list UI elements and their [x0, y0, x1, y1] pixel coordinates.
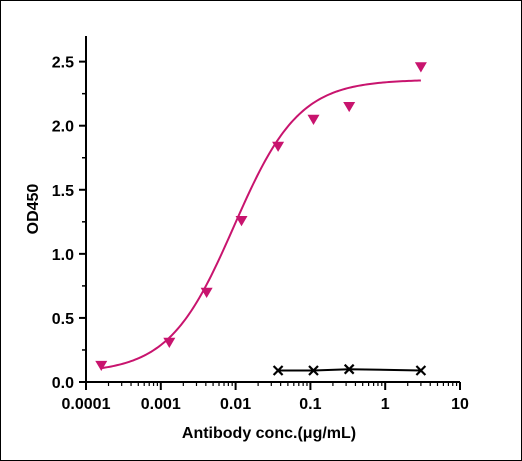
x-tick-label: 1 [381, 396, 390, 413]
data-point-x [415, 365, 427, 376]
y-tick-label: 0.5 [52, 311, 74, 328]
data-point-x [272, 365, 284, 376]
data-point-triangle [235, 216, 248, 227]
x-tick-label: 0.01 [220, 396, 251, 413]
x-tick-label: 10 [451, 396, 469, 413]
y-tick-label: 2.0 [52, 119, 74, 136]
data-point-x [308, 365, 319, 376]
x-marker-stroke [272, 365, 284, 376]
data-point-x [343, 363, 355, 375]
y-axis-title: OD450 [25, 184, 42, 235]
control-line [278, 368, 421, 372]
data-point-triangle [414, 62, 427, 73]
x-axis-title: Antibody conc.(μg/mL) [182, 425, 356, 442]
y-tick-label: 2.5 [52, 55, 74, 72]
plot-layer [95, 62, 427, 376]
x-marker-stroke [308, 365, 319, 376]
x-marker-stroke [343, 363, 355, 375]
x-tick-label: 0.001 [141, 396, 181, 413]
data-point-triangle [272, 141, 285, 152]
x-ticks: 0.0001 0.001 0.01 0.1 1 10 [62, 382, 469, 413]
x-marker-stroke [415, 365, 427, 376]
y-tick-label: 1.0 [52, 247, 74, 264]
y-tick-label: 0.0 [52, 375, 74, 392]
y-ticks: 0.0 0.5 1.0 1.5 2.0 2.5 [52, 55, 86, 392]
data-point-triangle [200, 287, 213, 298]
fit-curve [101, 79, 421, 370]
data-point-triangle [95, 360, 108, 372]
y-tick-label: 1.5 [52, 183, 74, 200]
data-point-triangle [343, 101, 356, 113]
x-tick-label: 0.0001 [62, 396, 111, 413]
data-point-triangle [307, 114, 320, 125]
data-point-triangle [163, 337, 176, 348]
x-tick-label: 0.1 [299, 396, 321, 413]
